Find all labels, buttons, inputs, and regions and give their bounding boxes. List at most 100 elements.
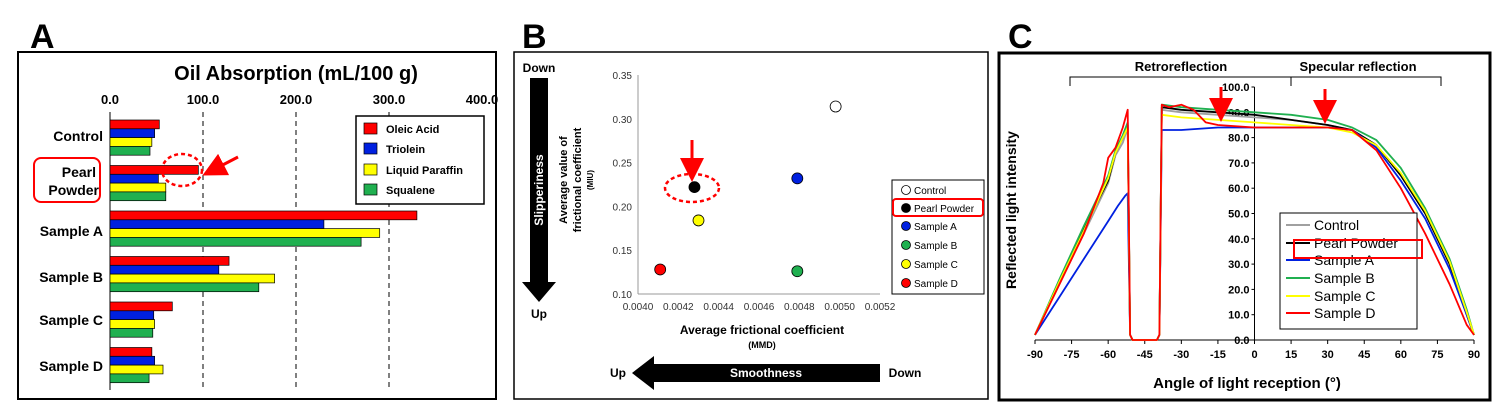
legend-label: Oleic Acid bbox=[386, 124, 439, 136]
bar bbox=[109, 355, 155, 366]
legend-label: Sample B bbox=[914, 241, 958, 252]
panel-a-bars bbox=[109, 119, 418, 384]
series-line bbox=[1034, 113, 1475, 341]
x-tick-label: -15 bbox=[1210, 349, 1226, 361]
legend-label: Control bbox=[1314, 217, 1359, 233]
legend-label: Pearl Powder bbox=[914, 204, 975, 215]
scatter-point bbox=[791, 172, 804, 185]
category-label: Sample C bbox=[39, 312, 103, 328]
scatter-point bbox=[791, 265, 804, 278]
panel-a-legend: Oleic Acid Triolein Liquid Paraffin Squa… bbox=[355, 115, 485, 205]
panel-b-ylabel-2: frictional coefficient bbox=[572, 127, 584, 232]
y-tick-label: 0.0 bbox=[1234, 335, 1249, 347]
legend-swatch bbox=[363, 122, 378, 135]
bar bbox=[109, 273, 275, 284]
retroreflection-bracket bbox=[1069, 76, 1292, 86]
category-label: Pearl bbox=[62, 164, 96, 180]
legend-label: Squalene bbox=[386, 185, 435, 197]
legend-label: Sample C bbox=[914, 260, 958, 271]
panel-c: C Retroreflection Specular reflection Re… bbox=[997, 18, 1492, 402]
legend-marker bbox=[901, 185, 911, 195]
panel-a-frame bbox=[17, 51, 497, 400]
x-tick-label: -30 bbox=[1173, 349, 1189, 361]
x-tick-label: 30 bbox=[1322, 349, 1334, 361]
bar bbox=[109, 137, 153, 147]
pearl-powder-legend-highlight bbox=[1293, 239, 1423, 259]
panel-a-tick: 100.0 bbox=[187, 92, 220, 107]
category-label: Sample B bbox=[39, 269, 103, 285]
panel-a: A Oil Absorption (mL/100 g) 0.0 100.0 20… bbox=[17, 18, 498, 400]
scatter-point bbox=[692, 214, 705, 227]
legend-label: Triolein bbox=[386, 144, 425, 156]
bar bbox=[109, 328, 154, 338]
x-tick-label: 0.0050 bbox=[824, 302, 855, 313]
bar bbox=[109, 165, 199, 175]
y-tick-label: 0.30 bbox=[613, 115, 633, 126]
smoothness-right-label: Down bbox=[889, 366, 922, 380]
legend-label: Control bbox=[914, 186, 946, 197]
bar bbox=[109, 282, 260, 293]
y-tick-label: 10.0 bbox=[1228, 310, 1249, 322]
legend-swatch bbox=[363, 183, 378, 196]
bar bbox=[109, 228, 381, 238]
legend-swatch bbox=[363, 142, 378, 155]
y-tick-label: 50.0 bbox=[1228, 209, 1249, 221]
x-tick-label: 75 bbox=[1431, 349, 1443, 361]
x-tick-label: 0 bbox=[1251, 349, 1257, 361]
x-tick-label: 90 bbox=[1468, 349, 1480, 361]
scatter-point bbox=[688, 181, 701, 194]
y-tick-label: 100.0 bbox=[1222, 82, 1250, 94]
panel-a-title: Oil Absorption (mL/100 g) bbox=[174, 63, 418, 85]
panel-b-xlabel-sub: (MMD) bbox=[748, 340, 776, 350]
legend-marker bbox=[901, 278, 911, 288]
x-tick-label: -75 bbox=[1064, 349, 1080, 361]
y-tick-label: 0.35 bbox=[613, 71, 633, 82]
legend-label: Sample C bbox=[1314, 288, 1375, 304]
slipperiness-top-label: Down bbox=[523, 61, 556, 75]
panel-b-xlabel: Average frictional coefficient bbox=[680, 323, 844, 337]
panel-b-letter: B bbox=[522, 18, 547, 56]
bar bbox=[109, 310, 155, 320]
y-tick-label: 0.25 bbox=[613, 159, 633, 170]
scatter-point bbox=[654, 263, 667, 276]
legend-label: Pearl Powder bbox=[1314, 235, 1398, 251]
y-tick-label: 0.20 bbox=[613, 202, 633, 213]
legend-label: Liquid Paraffin bbox=[386, 165, 463, 177]
retroreflection-label: Retroreflection bbox=[1135, 59, 1228, 74]
x-tick-label: 0.0044 bbox=[703, 302, 734, 313]
x-tick-label: 0.0040 bbox=[623, 302, 654, 313]
bar bbox=[109, 173, 159, 184]
bar bbox=[109, 191, 167, 202]
x-tick-label: -60 bbox=[1100, 349, 1116, 361]
category-label: Sample A bbox=[40, 223, 103, 239]
slipperiness-arrow-icon bbox=[522, 78, 556, 302]
panel-b-frame bbox=[513, 51, 989, 400]
x-tick-label: 0.0042 bbox=[663, 302, 694, 313]
bar bbox=[109, 319, 155, 329]
bar bbox=[109, 264, 220, 275]
panel-b-ylabel-sub: (MIU) bbox=[586, 170, 595, 190]
legend-marker bbox=[901, 203, 911, 213]
smoothness-left-label: Up bbox=[610, 366, 626, 380]
panel-c-ylabel: Reflected light intensity bbox=[1003, 131, 1019, 289]
legend-label: Sample A bbox=[1314, 252, 1375, 268]
y-tick-label: 80.0 bbox=[1228, 133, 1249, 145]
legend-marker bbox=[901, 259, 911, 269]
bar bbox=[109, 219, 325, 229]
y-tick-label: 40.0 bbox=[1228, 234, 1249, 246]
legend-label: Sample D bbox=[1314, 305, 1375, 321]
panel-a-ticks: 0.0 100.0 200.0 300.0 400.0 bbox=[101, 92, 498, 107]
slipperiness-bottom-label: Up bbox=[531, 307, 547, 321]
panel-c-letter: C bbox=[1008, 18, 1033, 56]
bar bbox=[109, 364, 164, 375]
series-line bbox=[1034, 126, 1475, 341]
bar bbox=[109, 256, 230, 266]
y-tick-label: 60.0 bbox=[1228, 183, 1249, 195]
panel-b-legend: Control Pearl Powder Sample A Sample B S… bbox=[891, 179, 985, 295]
x-tick-label: 0.0046 bbox=[744, 302, 775, 313]
legend-label: Sample B bbox=[1314, 270, 1375, 286]
bar bbox=[109, 373, 150, 384]
panel-b: B Down Slipperiness Up Average value of … bbox=[513, 18, 989, 400]
category-label: Control bbox=[53, 128, 103, 144]
